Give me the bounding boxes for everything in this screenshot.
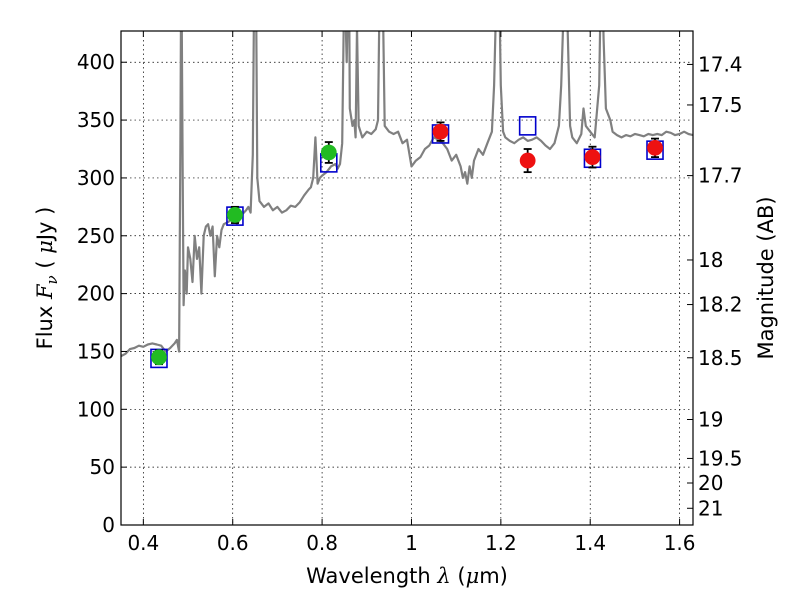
x-axis-label: Wavelength λ (μm) — [306, 564, 508, 588]
optical-data-point — [227, 207, 243, 223]
y-tick-label: 100 — [77, 397, 115, 421]
nir-data-point — [432, 123, 449, 140]
mag-tick-label: 18 — [698, 248, 723, 272]
y-tick-label: 50 — [90, 455, 115, 479]
mag-tick-label: 18.5 — [698, 346, 743, 370]
y-tick-label: 200 — [77, 282, 115, 306]
mag-tick-label: 21 — [698, 496, 723, 520]
mag-tick-label: 19 — [698, 407, 723, 431]
mag-tick-label: 17.7 — [698, 164, 743, 188]
x-tick-label: 0.6 — [217, 531, 249, 555]
y-tick-label: 300 — [77, 166, 115, 190]
spectrum-layer — [121, 31, 693, 358]
model-square-marker — [518, 116, 537, 136]
x-axis: 0.4 0.6 0.8 1 1.2 1.4 1.6 — [127, 31, 696, 555]
marks-layer — [150, 116, 664, 369]
x-tick-label: 1 — [405, 531, 418, 555]
mag-tick-label: 19.5 — [698, 446, 743, 470]
y-tick-label: 150 — [77, 339, 115, 363]
y-tick-label: 0 — [102, 513, 115, 537]
x-tick-label: 1.4 — [574, 531, 606, 555]
mag-tick-label: 18.2 — [698, 293, 743, 317]
x-tick-label: 1.6 — [664, 531, 696, 555]
nir-data-point — [584, 149, 601, 166]
y-axis: 0 50 100 150 200 250 300 350 400 — [77, 50, 127, 537]
x-tick-label: 0.8 — [306, 531, 338, 555]
x-tick-label: 0.4 — [127, 531, 159, 555]
y-tick-label: 400 — [77, 50, 115, 74]
optical-data-point — [151, 349, 167, 366]
nir-data-point — [647, 139, 663, 156]
y-tick-label: 350 — [77, 108, 115, 132]
mag-tick-label: 20 — [698, 471, 723, 495]
x-tick-label: 1.2 — [485, 531, 517, 555]
y2-axis-label: Magnitude (AB) — [754, 196, 778, 359]
y-axis-label: Flux Fν ( μJy ) — [33, 207, 61, 350]
mag-tick-label: 17.4 — [698, 52, 743, 76]
y-tick-label: 250 — [77, 224, 115, 248]
optical-data-point — [320, 144, 337, 161]
plot-frame — [120, 30, 694, 526]
nir-data-point — [519, 152, 536, 169]
spectrum-line — [121, 31, 693, 358]
mag-tick-label: 17.5 — [698, 93, 743, 117]
